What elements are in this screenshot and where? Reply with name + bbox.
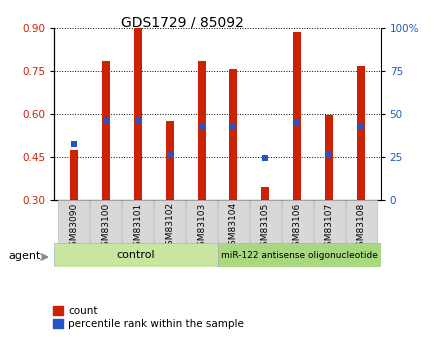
Text: miR-122 antisense oligonucleotide: miR-122 antisense oligonucleotide xyxy=(220,251,377,260)
Bar xyxy=(197,61,205,200)
FancyBboxPatch shape xyxy=(217,243,380,267)
FancyBboxPatch shape xyxy=(154,200,185,243)
Bar xyxy=(101,61,109,200)
FancyBboxPatch shape xyxy=(281,200,312,243)
Bar xyxy=(357,66,365,200)
Text: GSM83105: GSM83105 xyxy=(260,202,270,252)
FancyBboxPatch shape xyxy=(249,200,280,243)
FancyBboxPatch shape xyxy=(122,200,153,243)
Text: GSM83107: GSM83107 xyxy=(324,202,333,252)
Bar xyxy=(165,121,173,200)
Bar xyxy=(133,26,141,200)
Bar xyxy=(293,32,301,200)
Text: GSM83090: GSM83090 xyxy=(69,202,78,252)
Text: GSM83102: GSM83102 xyxy=(164,202,174,252)
FancyBboxPatch shape xyxy=(217,200,249,243)
Bar xyxy=(69,150,77,200)
Text: GSM83100: GSM83100 xyxy=(101,202,110,252)
Text: GSM83101: GSM83101 xyxy=(133,202,142,252)
Text: GSM83104: GSM83104 xyxy=(228,202,237,252)
Bar xyxy=(325,115,333,200)
Text: GSM83106: GSM83106 xyxy=(292,202,301,252)
Bar xyxy=(229,69,237,200)
Bar xyxy=(261,187,269,200)
Text: GSM83108: GSM83108 xyxy=(356,202,365,252)
Legend: count, percentile rank within the sample: count, percentile rank within the sample xyxy=(49,302,248,333)
FancyBboxPatch shape xyxy=(90,200,121,243)
Text: agent: agent xyxy=(9,251,41,261)
Text: control: control xyxy=(116,250,155,260)
FancyBboxPatch shape xyxy=(313,200,344,243)
FancyBboxPatch shape xyxy=(185,200,217,243)
Text: GSM83103: GSM83103 xyxy=(197,202,206,252)
FancyBboxPatch shape xyxy=(345,200,376,243)
FancyBboxPatch shape xyxy=(54,243,217,267)
FancyBboxPatch shape xyxy=(58,200,89,243)
Text: GDS1729 / 85092: GDS1729 / 85092 xyxy=(121,16,243,30)
